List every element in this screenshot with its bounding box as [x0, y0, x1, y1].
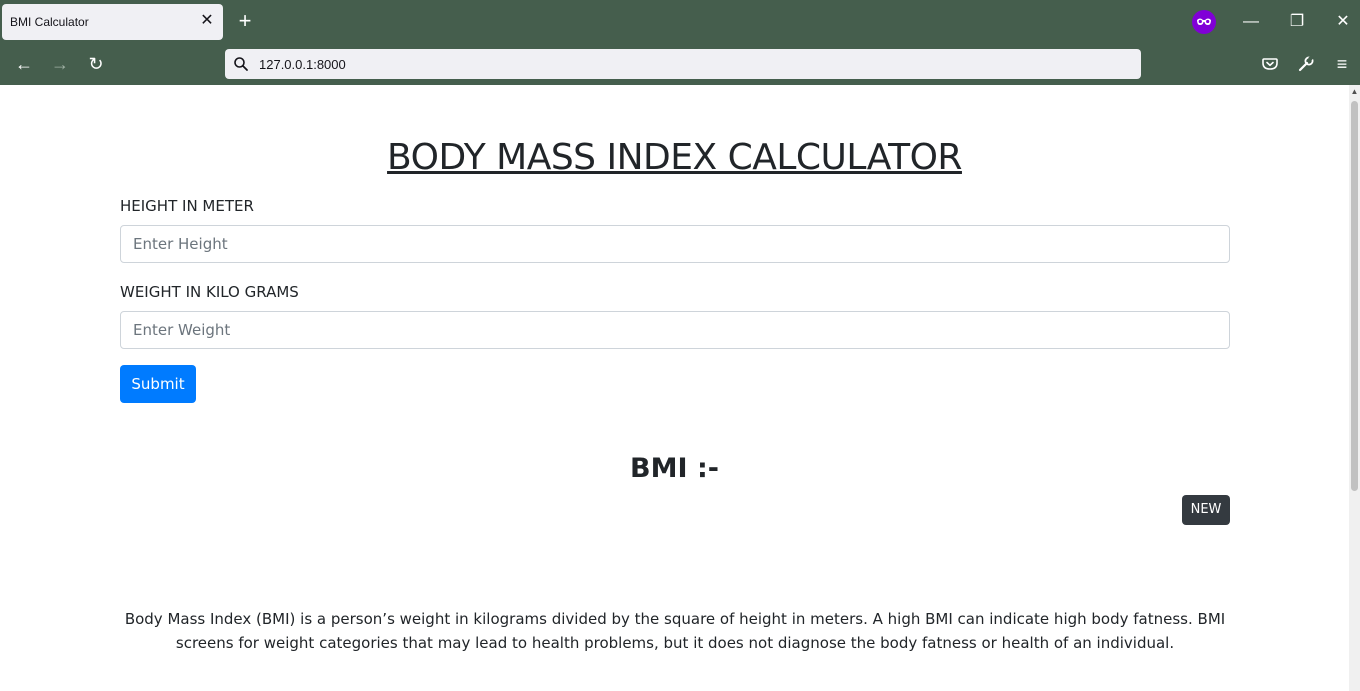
page-viewport: BODY MASS INDEX CALCULATOR HEIGHT IN MET…: [0, 85, 1349, 691]
restore-window-button[interactable]: ❐: [1289, 13, 1305, 30]
vertical-scrollbar[interactable]: ▲: [1349, 85, 1360, 691]
new-badge: NEW: [1182, 495, 1230, 525]
weight-label: WEIGHT IN KILO GRAMS: [120, 283, 299, 301]
scroll-up-arrow-icon[interactable]: ▲: [1350, 87, 1359, 96]
minimize-window-button[interactable]: —: [1243, 13, 1259, 30]
navigation-toolbar: ← → ↻ 127.0.0.1:8000 ≡: [0, 44, 1360, 85]
forward-button[interactable]: →: [51, 54, 69, 74]
close-tab-icon[interactable]: ✕: [200, 12, 214, 29]
height-input[interactable]: [120, 225, 1230, 263]
weight-input[interactable]: [120, 311, 1230, 349]
bmi-description: Body Mass Index (BMI) is a person’s weig…: [124, 610, 1226, 652]
private-browsing-icon: [1192, 10, 1216, 34]
pocket-icon[interactable]: [1258, 52, 1282, 76]
back-button[interactable]: ←: [15, 54, 33, 74]
wrench-icon[interactable]: [1294, 52, 1318, 76]
submit-button[interactable]: Submit: [120, 365, 196, 403]
tab-strip: BMI Calculator ✕ + — ❐ ✕: [0, 0, 1360, 44]
bmi-result-heading: BMI :-: [630, 453, 719, 484]
url-text[interactable]: 127.0.0.1:8000: [259, 56, 346, 72]
tab-title: BMI Calculator: [10, 15, 89, 29]
menu-button[interactable]: ≡: [1336, 54, 1348, 74]
page-title: BODY MASS INDEX CALCULATOR: [387, 137, 962, 178]
height-label: HEIGHT IN METER: [120, 197, 254, 215]
search-icon: [233, 56, 249, 72]
tab-bmi-calculator[interactable]: BMI Calculator ✕: [2, 4, 223, 40]
reload-button[interactable]: ↻: [88, 54, 104, 74]
address-bar[interactable]: 127.0.0.1:8000: [225, 49, 1141, 79]
new-tab-button[interactable]: +: [238, 8, 252, 33]
scrollbar-thumb[interactable]: [1351, 101, 1358, 491]
close-window-button[interactable]: ✕: [1336, 13, 1350, 30]
